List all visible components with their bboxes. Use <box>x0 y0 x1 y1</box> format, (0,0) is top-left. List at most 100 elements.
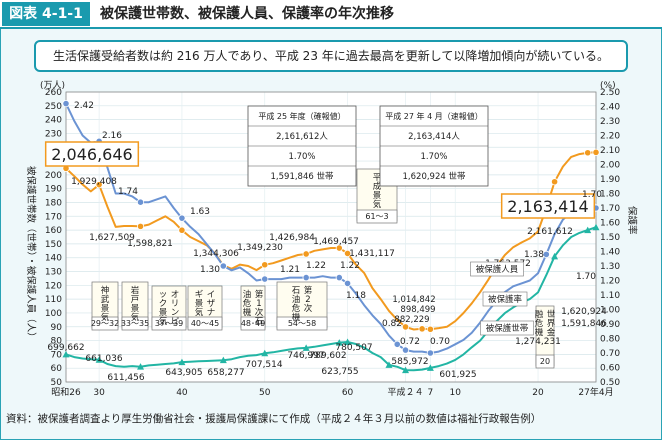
period-range-cell <box>121 316 149 331</box>
data-label: 2,163,414 <box>507 197 588 216</box>
data-label: 1.22 <box>340 261 360 271</box>
data-label: 0.70 <box>430 337 450 347</box>
period-label-char: ザ <box>207 299 216 309</box>
period-range-cell <box>356 209 398 224</box>
left-tick-label: 230 <box>45 129 62 139</box>
economic-period-boxes: 神武景気29～32岩戸景気33～35オリンピック景気37～39イザナギ景気40～… <box>91 168 556 369</box>
series-point <box>335 339 343 346</box>
left-tick-label: 90 <box>51 323 63 333</box>
period-label-char: 油 <box>292 294 301 305</box>
left-tick-label: 240 <box>45 116 62 126</box>
series-line <box>65 103 596 354</box>
series-name-label: 被保護率 <box>488 294 523 305</box>
right-tick-label: 0.50 <box>600 378 620 388</box>
series-point <box>551 252 559 260</box>
series-point <box>426 325 434 333</box>
data-label: 699,662 <box>47 343 84 353</box>
x-tick-label: 60 <box>342 388 354 398</box>
left-tick-label: 60 <box>51 364 63 374</box>
data-label: 707,514 <box>245 360 282 370</box>
highlight-label-box <box>500 193 596 219</box>
left-tick-label: 110 <box>45 295 62 305</box>
value-table-cell: 2,163,414人 <box>408 132 460 142</box>
right-tick-label: 2.10 <box>600 146 620 156</box>
period-label-char: ク <box>159 299 168 309</box>
period-label-char: 景 <box>101 304 110 314</box>
right-tick-label: 1.70 <box>600 204 620 214</box>
right-tick-label: 0.60 <box>600 364 620 374</box>
right-tick-label: 0.80 <box>600 335 620 345</box>
series-point <box>592 148 600 156</box>
left-tick-label: 250 <box>45 102 62 112</box>
data-label: 623,755 <box>321 367 358 377</box>
left-tick-label: 150 <box>45 240 62 250</box>
data-label: 1.21 <box>280 265 300 275</box>
left-tick-label: 160 <box>45 226 62 236</box>
series-point <box>136 198 145 206</box>
data-label: 1,620,924 <box>561 307 607 317</box>
data-label: 1.70 <box>582 190 602 200</box>
series-point <box>62 99 70 108</box>
period-label-char: ッ <box>159 290 168 300</box>
data-label: 1,431,117 <box>349 249 395 259</box>
period-range-cell <box>151 316 187 331</box>
series-name-label: 被保護世帯 <box>486 323 529 334</box>
period-label-char: 危 <box>292 303 301 314</box>
period-range: 20 <box>540 357 550 366</box>
period-label-char: 危 <box>535 318 544 329</box>
right-tick-label: 1.20 <box>600 277 620 287</box>
period-label-char: 気 <box>373 199 382 210</box>
period-label-char: ピ <box>171 317 180 327</box>
period-range-cell <box>91 316 119 331</box>
series-point <box>343 249 352 258</box>
right-tick-label: 0.90 <box>600 320 620 330</box>
period-label-char: リ <box>171 299 180 309</box>
period-label-char: オ <box>171 290 180 300</box>
period-label-char: 機 <box>243 307 252 318</box>
data-label: 1,349,230 <box>237 243 283 253</box>
period-label-char: 2 <box>305 295 310 305</box>
source-note: 資料：被保護者調査より厚生労働省社会・援護局保護課にて作成（平成２４年３月以前の… <box>6 413 542 425</box>
series-point <box>335 244 343 252</box>
period-label-char: 気 <box>159 316 168 327</box>
series-name-tag <box>480 320 534 336</box>
data-label: 2.16 <box>102 131 122 141</box>
period-label-char: ギ <box>195 290 204 300</box>
period-label-char: 金 <box>547 327 556 338</box>
data-label: 1.63 <box>190 207 210 217</box>
period-label-char: 景 <box>195 299 204 309</box>
value-table-cell: 1.70% <box>288 152 315 162</box>
data-label: 2,161,612 <box>527 227 573 237</box>
left-axis-unit: (万人) <box>40 80 65 91</box>
data-label: 789,602 <box>309 351 346 361</box>
series-point <box>302 274 310 282</box>
data-label: 1,344,306 <box>193 249 239 259</box>
period-label-char: 武 <box>101 294 110 305</box>
right-tick-label: 2.00 <box>600 161 620 171</box>
series-line <box>65 226 597 372</box>
data-label: 1.70 <box>576 272 596 282</box>
line-chart: (万人) (%) 被保護世帯数（世帯）・被保護人員（人） 保護率 50 60 70 80 90… <box>25 80 638 398</box>
right-tick-label: 2.30 <box>600 117 620 127</box>
data-label: 1.38 <box>524 250 544 260</box>
series-point <box>136 222 145 230</box>
period-label-char: 気 <box>195 307 204 318</box>
series-point <box>261 349 269 357</box>
period-label-char: 世 <box>547 309 556 320</box>
period-label-char: 石 <box>255 317 264 327</box>
series-point <box>302 250 310 258</box>
data-label: 1.22 <box>306 261 326 271</box>
period-label-char: 平 <box>373 173 382 183</box>
data-label: 1.74 <box>118 187 138 197</box>
period-label-char: 神 <box>101 285 110 296</box>
left-tick-label: 50 <box>51 378 63 388</box>
series-point <box>178 358 186 366</box>
period-label-char: 界 <box>547 319 556 329</box>
left-axis-label: 被保護世帯数（世帯）・被保護人員（人） <box>25 166 37 342</box>
value-table-title: 平成 27 年 4 月（速報値） <box>385 111 482 121</box>
series-point <box>95 356 103 363</box>
